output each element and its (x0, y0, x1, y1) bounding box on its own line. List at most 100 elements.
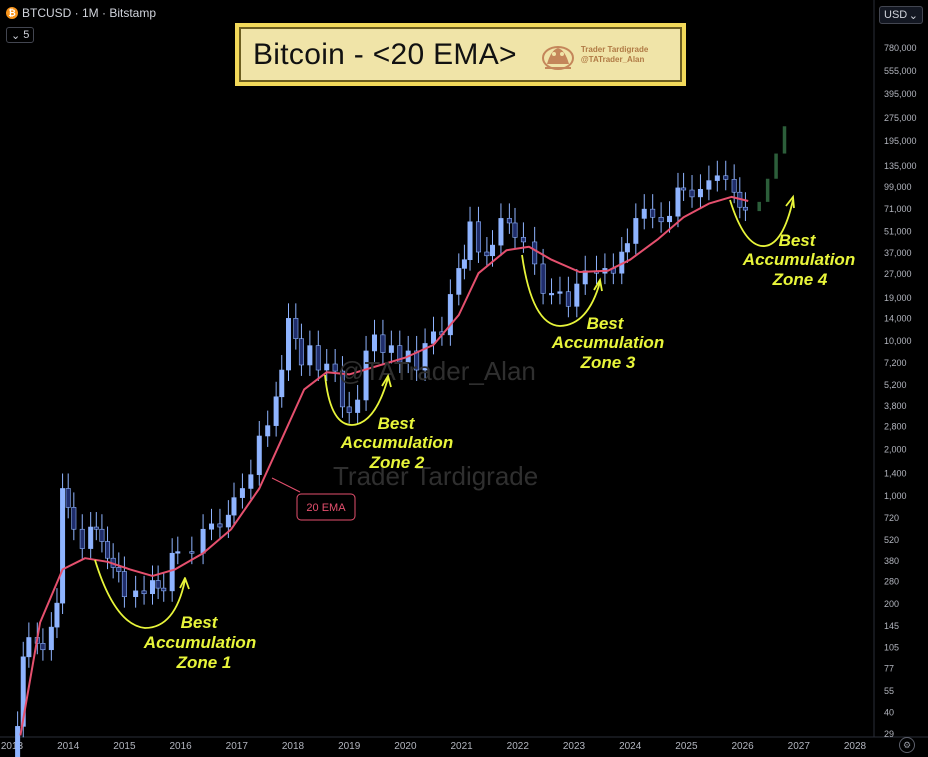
candle (60, 488, 66, 604)
candle (307, 345, 313, 366)
candle (116, 567, 122, 572)
price-axis[interactable]: 29 40 55 77 105 145 200 280 380 520 720 1,000 1,400 2… (884, 43, 917, 739)
candle (624, 243, 630, 253)
symbol-header[interactable]: ₿ BTCUSD · 1M · Bitstamp (6, 6, 156, 20)
bitcoin-icon: ₿ (6, 7, 18, 19)
y-tick-label: 145 (884, 621, 899, 631)
tardigrade-logo-icon (541, 45, 574, 70)
candle (689, 189, 695, 198)
candle (161, 587, 167, 592)
candle (532, 241, 538, 265)
candle (209, 523, 215, 530)
candle (339, 370, 345, 408)
candle (397, 345, 403, 363)
candle (133, 590, 139, 598)
y-tick-label: 77 (884, 663, 894, 673)
x-tick-label: 2019 (338, 741, 361, 752)
y-tick-label: 200 (884, 599, 899, 609)
settings-icon[interactable]: ⚙ (899, 737, 915, 753)
candle (155, 580, 161, 589)
y-tick-label: 2,000 (884, 444, 907, 454)
zone-3-label: Best Accumulation Zone 3 (551, 314, 664, 372)
y-tick-label: 27,000 (884, 269, 912, 279)
candle (141, 590, 147, 595)
candle (658, 217, 664, 223)
candle (121, 571, 127, 598)
y-tick-label: 19,000 (884, 293, 912, 303)
candle (20, 656, 26, 727)
candle (512, 222, 518, 238)
candle (15, 726, 21, 757)
candle (169, 552, 175, 592)
x-tick-label: 2022 (507, 741, 530, 752)
candle (723, 175, 729, 180)
candle (714, 175, 720, 181)
svg-text:Best: Best (779, 231, 817, 250)
candle (540, 263, 546, 294)
candle (565, 291, 571, 307)
svg-text:Zone 4: Zone 4 (772, 270, 828, 289)
x-tick-label: 2018 (282, 741, 305, 752)
candle (675, 187, 681, 217)
candle (88, 526, 94, 549)
zone-2-label: Best Accumulation Zone 2 (340, 414, 453, 472)
y-tick-label: 5,200 (884, 380, 907, 390)
currency-select[interactable]: USD ⌄ (879, 6, 923, 24)
x-tick-label: 2015 (113, 741, 136, 752)
candle (633, 218, 639, 244)
candle (286, 318, 292, 371)
y-tick-label: 71,000 (884, 204, 912, 214)
y-tick-label: 3,800 (884, 401, 907, 411)
candle (315, 345, 321, 371)
accumulation-curves (94, 194, 795, 629)
time-axis[interactable]: 2013 2014 2015 2016 2017 2018 2019 2020 2021 2022… (1, 741, 867, 752)
candle (461, 259, 467, 269)
y-tick-label: 2,800 (884, 422, 907, 432)
x-tick-label: 2020 (394, 741, 417, 752)
candle (506, 218, 512, 224)
y-tick-label: 280 (884, 576, 899, 586)
candle (225, 514, 231, 528)
svg-text:Zone 2: Zone 2 (369, 453, 425, 472)
candle (475, 221, 481, 253)
y-tick-label: 14,000 (884, 313, 912, 323)
y-tick-label: 135,000 (884, 161, 917, 171)
chevron-down-icon: ⌄ (11, 29, 21, 42)
svg-text:Accumulation: Accumulation (742, 250, 855, 269)
x-tick-label: 2023 (563, 741, 586, 752)
candle (355, 399, 361, 413)
y-tick-label: 1,400 (884, 468, 907, 478)
currency-label: USD (884, 9, 908, 21)
candle (54, 602, 60, 628)
candle (467, 221, 473, 261)
svg-text:Best: Best (181, 613, 219, 632)
candle (175, 551, 181, 554)
candle (231, 497, 237, 516)
watermark-handle: @TATrader_Alan (338, 356, 536, 386)
candle (484, 251, 490, 257)
candle (697, 189, 703, 198)
candle (26, 637, 32, 658)
candle (549, 293, 555, 296)
candle (650, 208, 656, 218)
candle (490, 244, 496, 257)
y-tick-label: 1,000 (884, 491, 907, 501)
x-tick-label: 2021 (450, 741, 473, 752)
candle (574, 283, 580, 307)
candle (324, 363, 330, 371)
projection-candle (765, 178, 770, 202)
zone-4-label: Best Accumulation Zone 4 (742, 231, 855, 289)
y-tick-label: 51,000 (884, 226, 912, 236)
candle (150, 580, 156, 595)
y-tick-label: 195,000 (884, 136, 917, 146)
y-tick-label: 275,000 (884, 113, 917, 123)
svg-text:Zone 3: Zone 3 (580, 353, 636, 372)
candle (557, 291, 563, 294)
interval-toggle[interactable]: ⌄ 5 (6, 27, 35, 43)
candle (380, 334, 386, 353)
ema-label: 20 EMA (306, 502, 346, 514)
y-tick-label: 99,000 (884, 182, 912, 192)
chevron-down-icon: ⌄ (908, 9, 918, 22)
candle (388, 345, 394, 353)
